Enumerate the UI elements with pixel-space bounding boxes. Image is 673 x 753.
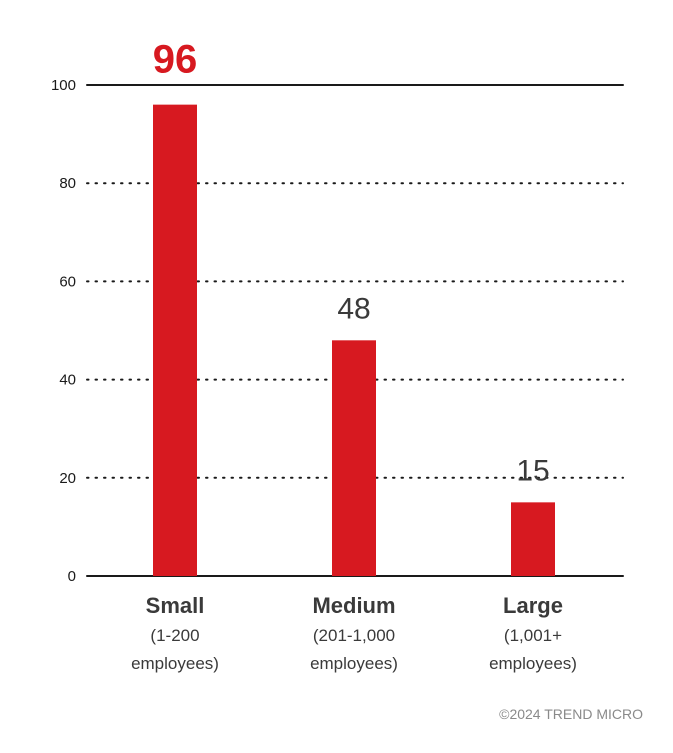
bar-large <box>511 502 555 576</box>
category-sublabel-large-1: employees) <box>489 654 577 673</box>
category-label-medium: Medium <box>312 593 395 618</box>
category-label-large: Large <box>503 593 563 618</box>
y-tick-label-60: 60 <box>59 273 76 290</box>
value-labels: 96 48 15 <box>153 38 550 488</box>
bar-small <box>153 104 197 576</box>
category-sublabel-small-0: (1-200 <box>150 626 199 645</box>
category-sublabel-large-0: (1,001+ <box>504 626 562 645</box>
category-label-small: Small <box>146 593 205 618</box>
y-tick-label-100: 100 <box>51 77 76 94</box>
category-labels: Small (1-200 employees) Medium (201-1,000 emp… <box>131 593 577 673</box>
y-axis-ticks: 0 20 40 60 80 100 <box>51 77 76 585</box>
category-sublabel-medium-1: employees) <box>310 654 398 673</box>
copyright-footer: ©2024 TREND MICRO <box>499 706 643 722</box>
bar-medium <box>332 340 376 576</box>
bar-chart: 0 20 40 60 80 100 96 48 15 Small (1-200 employees… <box>51 38 624 673</box>
y-tick-label-80: 80 <box>59 175 76 192</box>
bars <box>153 104 555 576</box>
category-sublabel-medium-0: (201-1,000 <box>313 626 395 645</box>
value-label-medium: 48 <box>337 292 370 325</box>
y-tick-label-20: 20 <box>59 470 76 487</box>
category-sublabel-small-1: employees) <box>131 654 219 673</box>
y-tick-label-0: 0 <box>68 568 76 585</box>
value-label-large: 15 <box>516 454 549 487</box>
y-tick-label-40: 40 <box>59 372 76 389</box>
value-label-small: 96 <box>153 38 198 82</box>
